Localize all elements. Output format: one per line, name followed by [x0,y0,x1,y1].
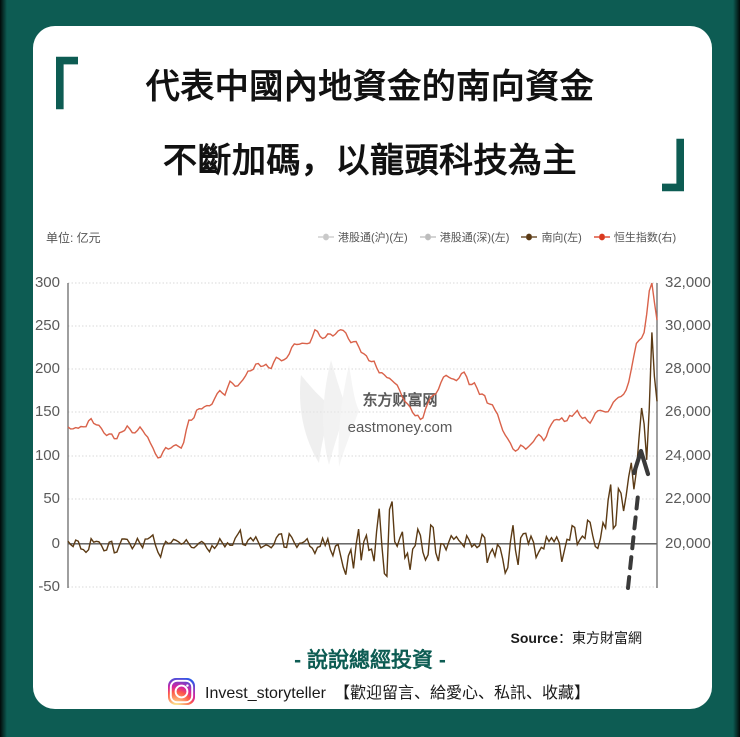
svg-text:30,000: 30,000 [665,317,711,334]
svg-text:250: 250 [35,317,60,334]
svg-text:26,000: 26,000 [665,403,711,420]
svg-text:22,000: 22,000 [665,490,711,507]
svg-text:32,000: 32,000 [665,274,711,291]
svg-text:20,000: 20,000 [665,535,711,552]
svg-text:28,000: 28,000 [665,360,711,377]
svg-text:-50: -50 [38,578,60,595]
svg-text:50: 50 [43,490,60,507]
svg-text:0: 0 [52,535,60,552]
svg-text:150: 150 [35,403,60,420]
svg-text:eastmoney.com: eastmoney.com [348,419,453,436]
svg-text:24,000: 24,000 [665,447,711,464]
svg-text:300: 300 [35,274,60,291]
svg-text:100: 100 [35,447,60,464]
svg-text:200: 200 [35,360,60,377]
